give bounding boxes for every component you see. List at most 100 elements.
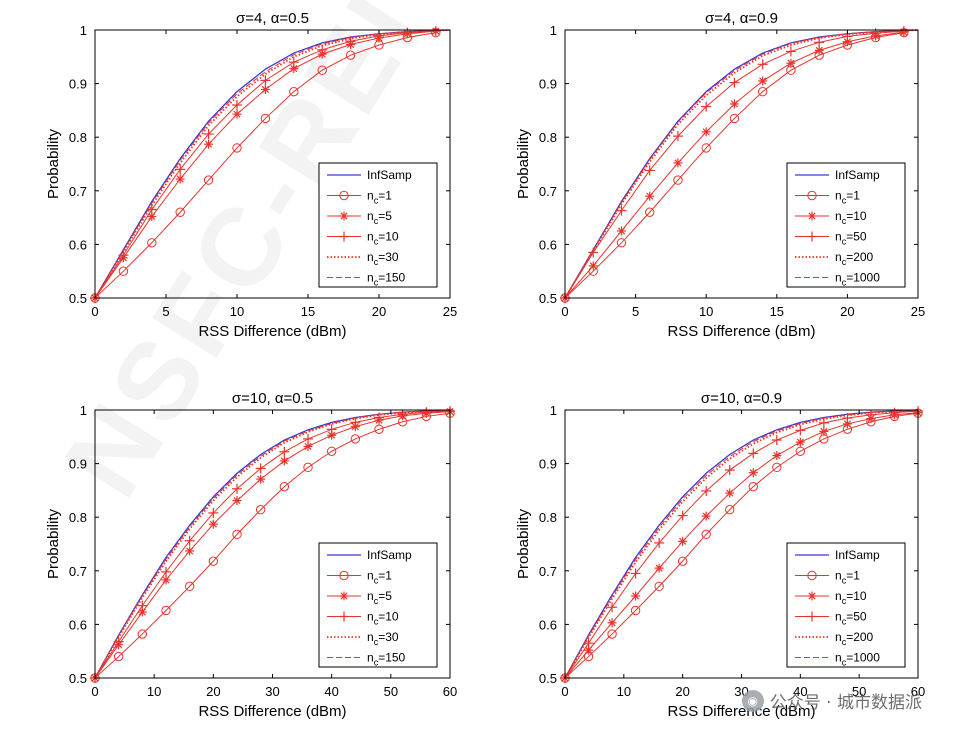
legend-label-4-1: InfSamp [835,548,880,562]
data-point-4-2-9 [748,481,758,492]
data-point-4-3-9 [748,468,758,478]
legend-label-4-4: nc=50 [835,610,867,627]
data-point-3-2-3 [137,629,148,639]
legend-label-3-6: nc=150 [367,651,406,668]
data-point-4-4-9 [748,448,759,459]
x-tick-label-2-3: 10 [699,304,713,319]
x-tick-label-4-2: 10 [617,684,631,699]
series-line-3-4 [95,410,450,678]
y-tick-label-2-6: 1 [550,23,557,38]
data-point-2-2-8 [757,86,768,97]
series-2-6 [565,29,918,298]
data-point-2-3-9 [786,58,796,68]
data-point-2-3-6 [701,127,711,137]
data-point-4-4-5 [654,537,665,548]
x-tick-label-3-5: 40 [324,684,338,699]
series-2-5 [565,29,918,298]
legend-label-1-6: nc=150 [367,271,406,288]
chart-panel-1: 0 5 10 15 20 25 0.5 0.6 0.7 0.8 0.9 1 σ=4, α=0.5 RSS … [45,10,457,340]
data-point-2-2-7 [729,113,740,124]
data-point-2-4-10 [814,37,825,48]
legend-label-1-4: nc=10 [367,230,399,247]
legend-label-3-4: nc=10 [367,610,399,627]
y-tick-label-3-2: 0.6 [69,617,87,632]
data-point-1-2-8 [289,86,299,97]
x-axis-label-4: RSS Difference (dBm) [667,703,815,720]
series-1-1 [95,29,450,298]
data-point-2-3-7 [729,99,739,109]
data-point-2-4-7 [729,77,740,88]
data-point-1-2-3 [147,238,157,248]
series-3-4 [90,406,455,683]
x-tick-label-3-7: 60 [443,684,457,699]
data-point-4-2-10 [772,462,782,473]
data-point-4-3-5 [654,563,664,573]
data-point-4-4-3 [607,602,618,613]
y-tick-label-3-5: 0.9 [69,457,87,472]
data-point-1-4-4 [175,164,186,175]
data-point-1-2-5 [203,175,214,185]
y-tick-label-4-5: 0.9 [539,457,557,472]
legend-1: InfSamp nc=1 nc=5 nc=10 nc=30 nc=150 [318,162,438,288]
legend-label-4-3: nc=10 [835,589,867,606]
y-tick-label-1-6: 1 [80,23,87,38]
y-tick-label-1-2: 0.6 [69,237,87,252]
chart-panel-2: 0 5 10 15 20 25 0.5 0.6 0.7 0.8 0.9 1 σ=4, α=0.9 RSS … [515,10,925,340]
y-tick-label-1-3: 0.7 [69,184,87,199]
legend-marker-3-3 [339,591,349,601]
legend-label-1-5: nc=30 [367,250,399,267]
legend-box-3 [318,542,438,668]
chart-panel-4: 0 10 20 30 40 50 600.50.60.70.80.91σ=10, α=0.9… [515,390,925,720]
data-point-4-4-7 [701,485,712,496]
x-tick-label-1-2: 5 [162,304,169,319]
data-point-2-2-6 [701,143,711,153]
y-tick-label-4-2: 0.6 [539,617,557,632]
data-point-3-2-8 [255,504,266,515]
data-point-1-3-6 [232,109,242,119]
data-point-1-2-2 [118,266,129,276]
series-line-1-2 [95,32,436,298]
legend-4: InfSamp nc=1 nc=10 nc=50 nc=200 nc=1000 [786,542,906,668]
y-tick-label-2-5: 0.9 [539,77,557,92]
wechat-icon: ◉ [741,689,764,712]
legend-label-2-1: InfSamp [835,168,880,182]
legend-label-1-1: InfSamp [367,168,412,182]
data-point-3-2-7 [232,529,242,540]
chart-panel-3: 0 10 20 30 40 50 60 0.5 0.6 0.7 0.8 0.9 1 σ=10, α=0.5… [45,390,457,720]
data-point-3-2-12 [350,434,361,444]
legend-label-2-4: nc=50 [835,230,867,247]
data-point-3-4-3 [137,600,148,611]
x-tick-label-2-1: 0 [561,304,568,319]
data-point-4-4-15 [889,407,900,418]
x-tick-label-1-5: 20 [372,304,386,319]
data-point-1-4-8 [288,57,299,68]
data-point-2-3-3 [616,226,626,236]
y-tick-label-2-3: 0.7 [539,184,557,199]
series-line-4-2 [565,412,918,678]
x-tick-label-3-3: 20 [206,684,220,699]
account-watermark: ◉ 公众号 · 城市数据派 [741,688,922,713]
data-point-4-4-11 [795,425,806,436]
series-line-3-2 [95,412,450,678]
series-line-3-3 [95,411,450,678]
data-point-1-2-6 [232,143,242,153]
data-point-3-4-7 [232,483,242,494]
data-point-3-4-11 [326,424,337,435]
x-tick-label-1-6: 25 [443,304,457,319]
data-point-4-2-6 [677,556,688,566]
data-point-4-3-3 [607,618,617,628]
data-point-2-4-8 [757,59,768,70]
data-point-2-2-3 [616,238,627,248]
data-point-3-2-4 [161,605,171,616]
legend-label-4-5: nc=200 [835,630,874,647]
y-tick-label-2-2: 0.6 [539,237,557,252]
y-axis-label-3: Probability [45,508,62,579]
data-point-4-2-4 [630,605,641,616]
y-tick-label-3-1: 0.5 [69,671,87,686]
x-tick-label-3-4: 30 [265,684,279,699]
data-point-4-3-6 [678,536,688,546]
x-tick-label-4-3: 20 [675,684,689,699]
y-axis-label-2: Probability [515,128,532,199]
data-point-2-3-5 [673,158,683,168]
legend-marker-3-4 [339,611,349,622]
